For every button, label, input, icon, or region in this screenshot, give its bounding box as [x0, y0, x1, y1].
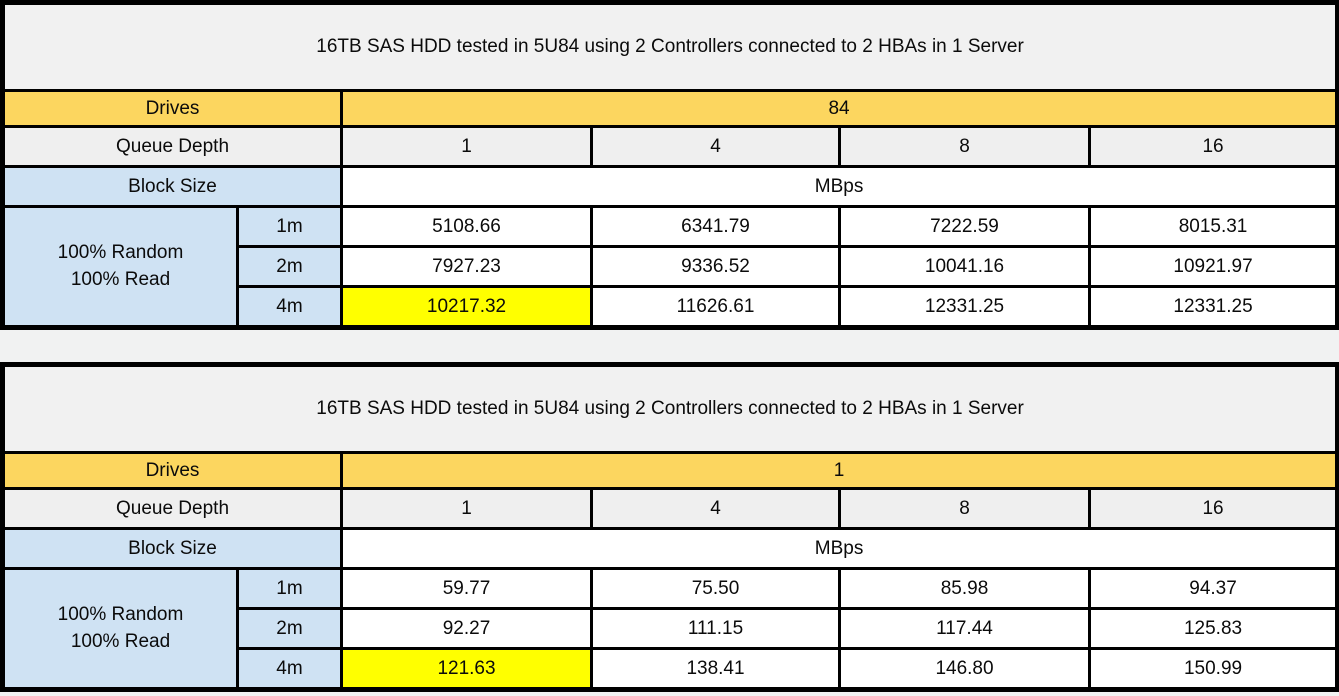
queue-depth-value: 8	[838, 487, 1091, 530]
drives-row: Drives 84	[1, 89, 1339, 128]
workload-line1: 100% Random	[57, 603, 184, 625]
block-size-4m: 4m	[236, 647, 343, 691]
queue-depth-row: Queue Depth 1 4 8 16	[1, 125, 1339, 168]
table-title: 16TB SAS HDD tested in 5U84 using 2 Cont…	[0, 1, 1339, 92]
value-cell: 92.27	[340, 607, 593, 650]
block-size-2m: 2m	[236, 607, 343, 650]
block-size-2m: 2m	[236, 245, 343, 288]
value-cell-highlighted: 121.63	[340, 647, 593, 691]
block-size-label: Block Size	[1, 527, 343, 570]
block-size-header-row: Block Size MBps	[1, 527, 1339, 570]
title-row: 16TB SAS HDD tested in 5U84 using 2 Cont…	[0, 1, 1339, 92]
data-row-4m: 4m 10217.32 11626.61 12331.25 12331.25	[3, 285, 1339, 329]
queue-depth-value: 16	[1087, 125, 1339, 168]
drives-label: Drives	[1, 451, 343, 490]
queue-depth-value: 4	[590, 487, 841, 530]
value-cell: 10041.16	[838, 245, 1091, 288]
value-cell: 85.98	[838, 567, 1091, 610]
value-cell: 146.80	[838, 647, 1091, 691]
drives-value: 1	[339, 451, 1339, 490]
value-cell: 12331.25	[838, 285, 1091, 329]
unit-label: MBps	[339, 165, 1339, 208]
value-cell: 150.99	[1087, 647, 1339, 691]
workload-line1: 100% Random	[57, 241, 184, 263]
queue-depth-value: 8	[838, 125, 1091, 168]
value-cell: 7927.23	[340, 245, 593, 288]
queue-depth-row: Queue Depth 1 4 8 16	[1, 487, 1339, 530]
value-cell: 5108.66	[340, 205, 593, 248]
value-cell: 8015.31	[1087, 205, 1339, 248]
value-cell: 94.37	[1087, 567, 1339, 610]
queue-depth-value: 16	[1087, 487, 1339, 530]
data-row-1m: 100% Random 100% Read 1m 59.77 75.50 85.…	[1, 567, 1339, 691]
value-cell: 11626.61	[590, 285, 841, 329]
value-cell: 117.44	[838, 607, 1091, 650]
workload-line2: 100% Read	[70, 268, 171, 290]
block-size-header-row: Block Size MBps	[1, 165, 1339, 208]
data-row-2m: 2m 7927.23 9336.52 10041.16 10921.97	[3, 245, 1339, 288]
queue-depth-value: 1	[340, 487, 593, 530]
block-size-1m: 1m	[236, 567, 343, 610]
table-title: 16TB SAS HDD tested in 5U84 using 2 Cont…	[0, 363, 1339, 454]
block-size-1m: 1m	[236, 205, 343, 248]
value-cell: 12331.25	[1087, 285, 1339, 329]
queue-depth-label: Queue Depth	[1, 125, 343, 168]
value-cell: 10921.97	[1087, 245, 1339, 288]
data-row-1m: 100% Random 100% Read 1m 5108.66 6341.79…	[1, 205, 1339, 329]
value-cell: 9336.52	[590, 245, 841, 288]
queue-depth-value: 4	[590, 125, 841, 168]
title-row: 16TB SAS HDD tested in 5U84 using 2 Cont…	[0, 363, 1339, 454]
workload-line2: 100% Read	[70, 630, 171, 652]
value-cell-highlighted: 10217.32	[340, 285, 593, 329]
table-gap	[0, 330, 1339, 362]
value-cell: 75.50	[590, 567, 841, 610]
workload-label: 100% Random 100% Read	[1, 205, 239, 329]
benchmark-table-1-drive: 16TB SAS HDD tested in 5U84 using 2 Cont…	[0, 362, 1339, 692]
data-row-2m: 2m 92.27 111.15 117.44 125.83	[3, 607, 1339, 650]
queue-depth-value: 1	[340, 125, 593, 168]
workload-label: 100% Random 100% Read	[1, 567, 239, 691]
drives-value: 84	[339, 89, 1339, 128]
unit-label: MBps	[339, 527, 1339, 570]
value-cell: 7222.59	[838, 205, 1091, 248]
value-cell: 59.77	[340, 567, 593, 610]
value-cell: 111.15	[590, 607, 841, 650]
block-size-4m: 4m	[236, 285, 343, 329]
queue-depth-label: Queue Depth	[1, 487, 343, 530]
benchmark-table-84-drives: 16TB SAS HDD tested in 5U84 using 2 Cont…	[0, 0, 1339, 330]
drives-label: Drives	[1, 89, 343, 128]
drives-row: Drives 1	[1, 451, 1339, 490]
block-size-label: Block Size	[1, 165, 343, 208]
data-row-4m: 4m 121.63 138.41 146.80 150.99	[3, 647, 1339, 691]
value-cell: 6341.79	[590, 205, 841, 248]
value-cell: 138.41	[590, 647, 841, 691]
value-cell: 125.83	[1087, 607, 1339, 650]
